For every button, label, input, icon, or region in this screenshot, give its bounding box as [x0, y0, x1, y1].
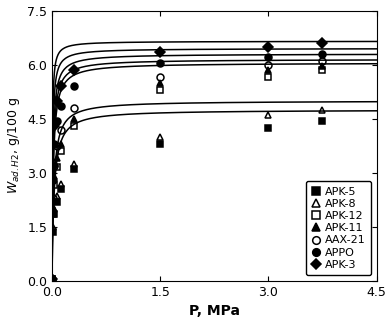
Legend: APK-5, APK-8, APK-12, APK-11, AAX-21, APPO, APK-3: APK-5, APK-8, APK-12, APK-11, AAX-21, AP…	[306, 181, 371, 275]
Y-axis label: $\mathit{W}_{ad.H2}$, g/100 g: $\mathit{W}_{ad.H2}$, g/100 g	[5, 97, 22, 194]
X-axis label: P, MPa: P, MPa	[189, 305, 240, 318]
